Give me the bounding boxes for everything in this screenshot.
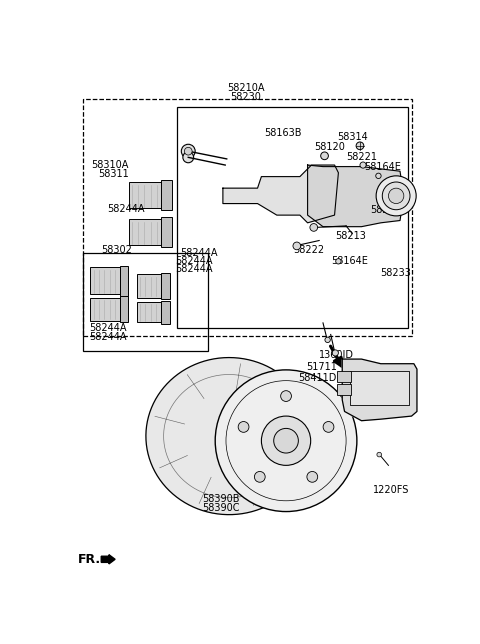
Bar (83, 99, 412, 336)
Circle shape (376, 176, 416, 216)
Text: 58210A: 58210A (227, 83, 265, 93)
Text: 58233: 58233 (380, 268, 411, 278)
Circle shape (332, 350, 338, 356)
Bar (177, 106, 408, 328)
Circle shape (281, 391, 291, 401)
Text: 58244A: 58244A (180, 248, 218, 258)
Circle shape (360, 162, 366, 168)
Circle shape (262, 416, 311, 466)
Circle shape (274, 428, 299, 453)
Text: 58244A: 58244A (89, 323, 126, 334)
Circle shape (321, 152, 328, 160)
Bar (337, 372, 351, 382)
Bar (83, 253, 207, 352)
Circle shape (356, 142, 364, 149)
Text: 58244A: 58244A (107, 204, 144, 214)
Bar (337, 384, 351, 395)
Text: 58164E: 58164E (331, 256, 368, 265)
Circle shape (310, 223, 318, 231)
Circle shape (293, 242, 300, 250)
Text: 58311: 58311 (98, 169, 129, 178)
Bar (161, 216, 172, 247)
Text: 58314: 58314 (337, 131, 368, 142)
Text: 58244A: 58244A (175, 256, 213, 265)
Circle shape (336, 259, 341, 264)
Text: 58390C: 58390C (203, 503, 240, 513)
Circle shape (215, 370, 357, 511)
Text: FR.: FR. (78, 553, 101, 566)
Circle shape (376, 173, 381, 178)
Text: 58120: 58120 (314, 142, 345, 151)
Text: 58411D: 58411D (299, 374, 337, 383)
Polygon shape (350, 371, 409, 405)
Bar (90, 298, 120, 321)
Text: 58163B: 58163B (264, 128, 302, 138)
Bar (161, 301, 170, 324)
Text: 1220FS: 1220FS (372, 485, 409, 495)
Text: 58164E: 58164E (365, 162, 401, 171)
FancyArrow shape (101, 554, 115, 564)
Text: 58232: 58232 (371, 205, 402, 214)
Text: 58230: 58230 (230, 91, 262, 102)
Bar (129, 182, 161, 208)
Circle shape (323, 422, 334, 432)
Bar (161, 180, 172, 211)
Bar (120, 266, 128, 296)
Bar (90, 267, 120, 294)
Circle shape (181, 144, 195, 158)
Text: 51711: 51711 (306, 362, 337, 372)
Bar (120, 296, 128, 322)
Circle shape (377, 452, 382, 457)
Text: 58222: 58222 (294, 245, 324, 255)
Circle shape (388, 188, 404, 204)
Circle shape (184, 147, 192, 155)
Polygon shape (223, 165, 338, 223)
Bar (161, 273, 170, 299)
Text: 58244A: 58244A (175, 264, 213, 274)
Text: 58213: 58213 (336, 231, 366, 241)
Circle shape (183, 152, 193, 163)
Text: 58302: 58302 (101, 245, 132, 255)
Text: 58310A: 58310A (92, 160, 129, 170)
Circle shape (325, 337, 330, 343)
Bar (137, 274, 161, 298)
Text: 58221: 58221 (346, 151, 377, 162)
Circle shape (382, 182, 410, 210)
Polygon shape (146, 357, 312, 515)
Polygon shape (342, 359, 417, 421)
Circle shape (238, 422, 249, 432)
Circle shape (307, 471, 318, 482)
Text: 58244A: 58244A (89, 332, 126, 342)
Bar (129, 219, 161, 245)
Bar (137, 302, 161, 322)
Text: 58390B: 58390B (203, 494, 240, 504)
Polygon shape (308, 165, 404, 227)
Circle shape (254, 471, 265, 482)
Text: 1360JD: 1360JD (319, 350, 354, 360)
